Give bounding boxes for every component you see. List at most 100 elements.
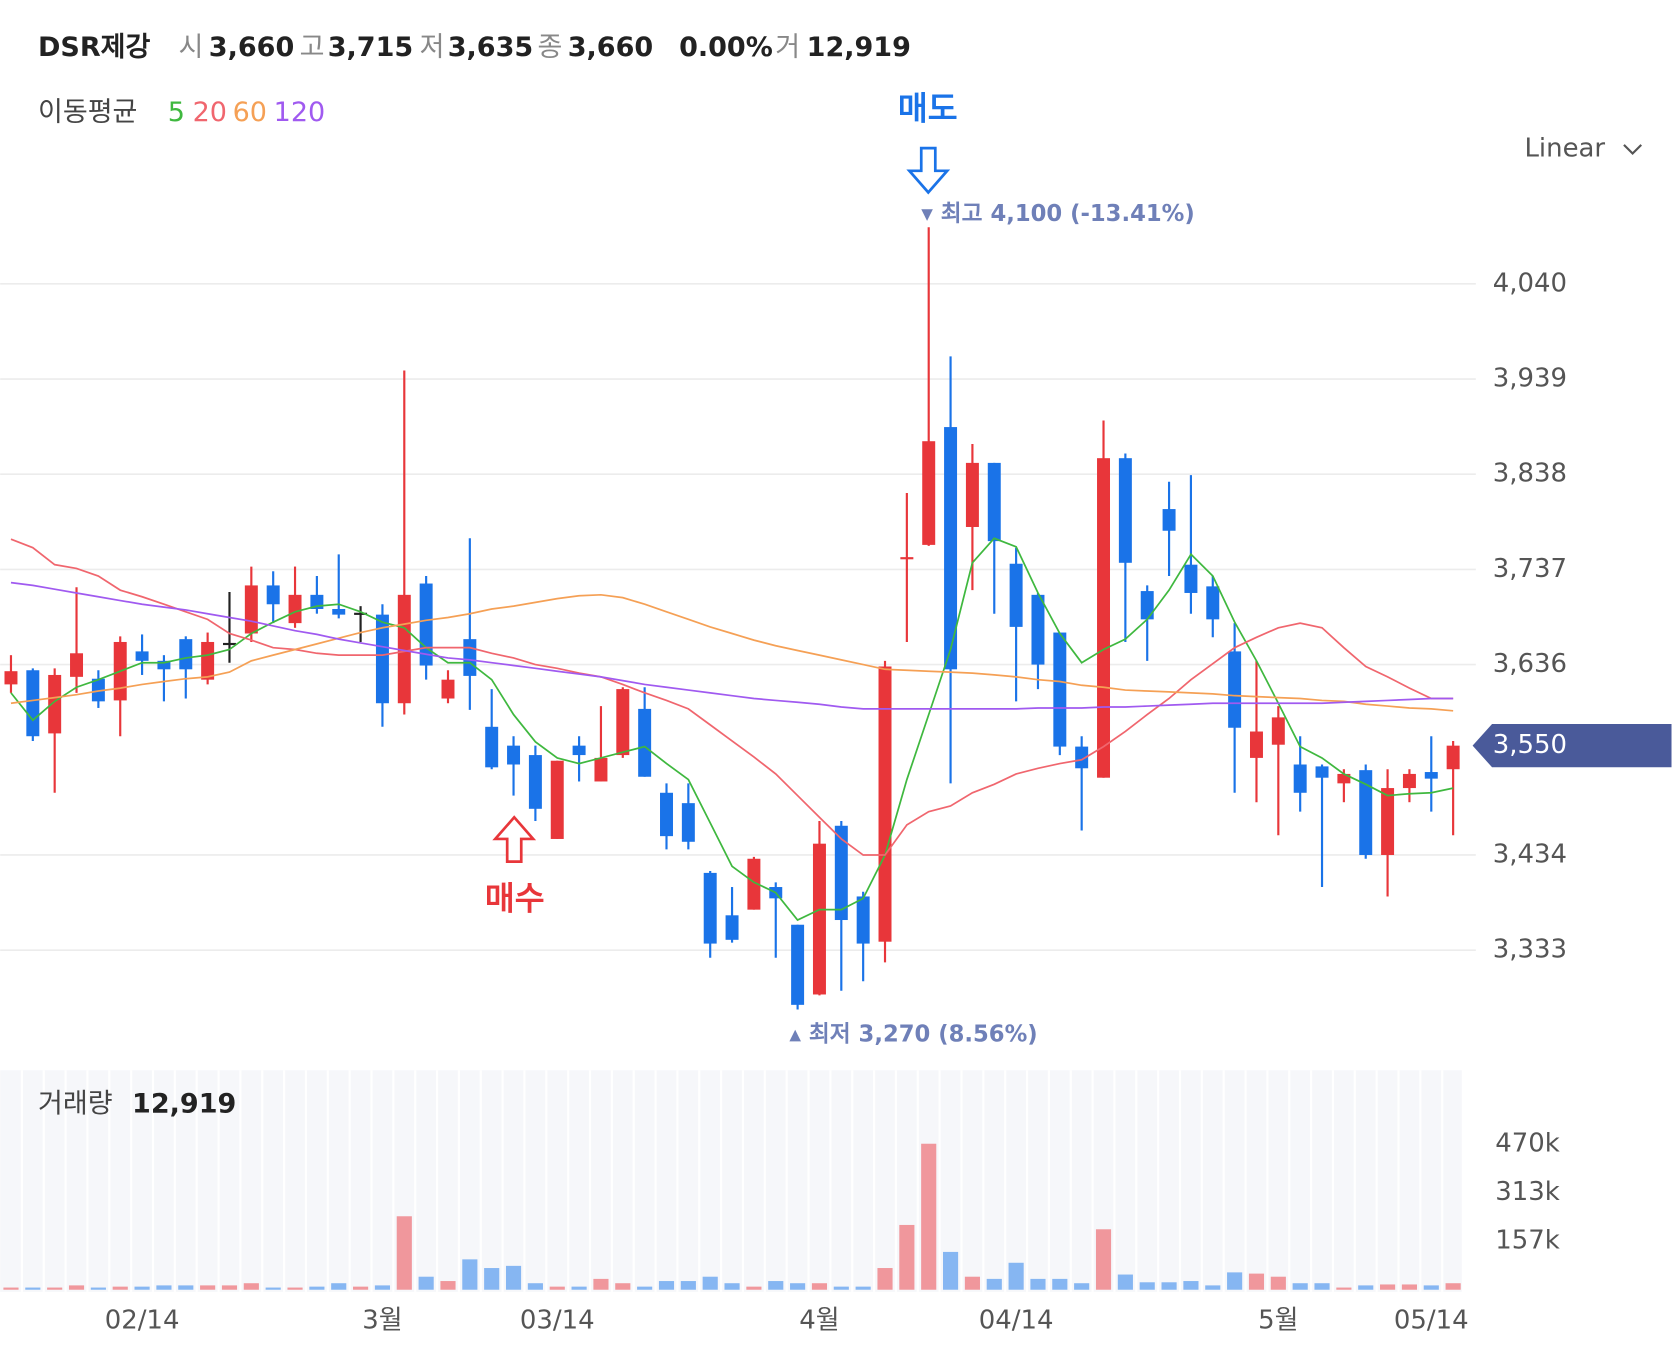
volume-bar <box>1095 1229 1112 1290</box>
candle-body <box>1097 458 1111 778</box>
volume-columns <box>20 1070 1466 1292</box>
volume-bar <box>615 1283 631 1290</box>
volume-bar <box>986 1278 1002 1290</box>
volume-title: 거래량 <box>38 1088 113 1119</box>
volume-bar <box>1008 1262 1024 1290</box>
volume-bar <box>1248 1273 1265 1290</box>
volume-bar <box>47 1287 63 1290</box>
value: 3,715 <box>328 32 413 63</box>
volume-bar <box>768 1281 784 1290</box>
y-tick-label: 3,737 <box>1493 554 1567 584</box>
x-tick-label: 04/14 <box>979 1306 1054 1336</box>
candle-body <box>244 585 258 634</box>
volume-bar <box>396 1216 412 1290</box>
x-tick-label: 3월 <box>362 1306 402 1336</box>
volume-bar <box>1139 1282 1155 1290</box>
candle-body <box>70 653 84 677</box>
candle-body <box>179 639 193 670</box>
label: 종 <box>537 32 562 63</box>
volume-bar <box>265 1287 281 1290</box>
x-tick-label: 03/14 <box>520 1306 595 1336</box>
label: 저 <box>420 32 445 63</box>
volume-bar <box>790 1283 806 1290</box>
volume-bar <box>811 1283 828 1290</box>
value: 12,919 <box>807 32 911 63</box>
volume-panel <box>0 1070 1462 1292</box>
candle-body <box>354 612 368 615</box>
candle-body <box>791 924 805 1005</box>
volume-bar <box>3 1287 19 1290</box>
volume-bar <box>331 1283 347 1290</box>
candle-body <box>397 594 411 704</box>
volume-bar <box>374 1285 391 1290</box>
y-tick-label: 3,434 <box>1493 839 1567 869</box>
volume-bar <box>658 1281 675 1290</box>
volume-bar <box>90 1287 106 1290</box>
volume-bar <box>484 1268 500 1290</box>
volume-bar <box>593 1278 609 1290</box>
x-tick-label: 05/14 <box>1394 1306 1469 1336</box>
volume-bar <box>833 1286 849 1290</box>
legend-entry: 5 <box>168 97 185 128</box>
volume-bar <box>1314 1283 1330 1290</box>
value: 3,660 <box>568 32 653 63</box>
legend-entry: 60 <box>233 97 267 128</box>
candle-body <box>616 689 630 756</box>
ma-legend: 5 20 60 120 <box>168 97 326 128</box>
volume-bar <box>1030 1278 1046 1290</box>
volume-bar <box>702 1276 718 1290</box>
candle-body <box>1424 772 1438 779</box>
volume-bar <box>1270 1276 1286 1290</box>
candle-body <box>4 671 18 685</box>
candle-body <box>550 760 564 839</box>
candle-body <box>878 666 892 942</box>
candle-body <box>26 670 40 737</box>
scale-selector[interactable]: Linear <box>1524 134 1605 164</box>
min-label: ▲ 최저 3,270 (8.56%) <box>789 1021 1037 1047</box>
volume-bar <box>921 1143 937 1290</box>
candle-body <box>1271 717 1285 745</box>
label: 거 <box>775 32 800 63</box>
volume-bar <box>112 1286 128 1290</box>
volume-bar <box>1380 1284 1396 1290</box>
volume-bar <box>549 1286 565 1290</box>
candle-body <box>441 679 455 699</box>
volume-bar <box>1161 1282 1177 1290</box>
candle-body <box>1184 564 1198 593</box>
chevron[interactable] <box>1623 144 1643 156</box>
label: 시 <box>179 32 204 63</box>
volume-bar <box>680 1281 696 1290</box>
candle-body <box>485 726 499 768</box>
label: 고 <box>300 32 325 63</box>
candle-body <box>856 896 870 944</box>
candle-body <box>1359 770 1373 855</box>
volume-bar <box>353 1286 369 1290</box>
candle-body <box>1249 731 1263 758</box>
volume-bar <box>724 1283 740 1290</box>
candle-body <box>332 608 346 615</box>
volume-bar <box>942 1251 959 1290</box>
candle-body <box>747 858 761 910</box>
candle-body <box>1402 773 1416 789</box>
volume-bar <box>1336 1287 1352 1290</box>
volume-bar <box>462 1259 478 1290</box>
volume-bar <box>571 1286 587 1290</box>
candle-body <box>660 792 673 837</box>
candle-body <box>1009 563 1023 627</box>
volume-bar <box>1227 1272 1243 1290</box>
sell-arrow <box>906 146 951 195</box>
candle-body <box>594 757 608 782</box>
moving-average <box>10 593 1454 712</box>
volume-bar <box>25 1287 41 1290</box>
candle-body <box>1206 586 1220 620</box>
x-tick-label: 5월 <box>1258 1306 1298 1336</box>
buy-signal: 매수 <box>485 880 545 918</box>
volume-bar <box>440 1281 456 1290</box>
candle-body <box>1446 745 1460 770</box>
candle-body <box>922 441 936 545</box>
volume-bar <box>1292 1283 1308 1290</box>
volume-bar <box>221 1285 238 1290</box>
volume-bar <box>855 1286 871 1290</box>
volume-bar <box>877 1268 893 1290</box>
